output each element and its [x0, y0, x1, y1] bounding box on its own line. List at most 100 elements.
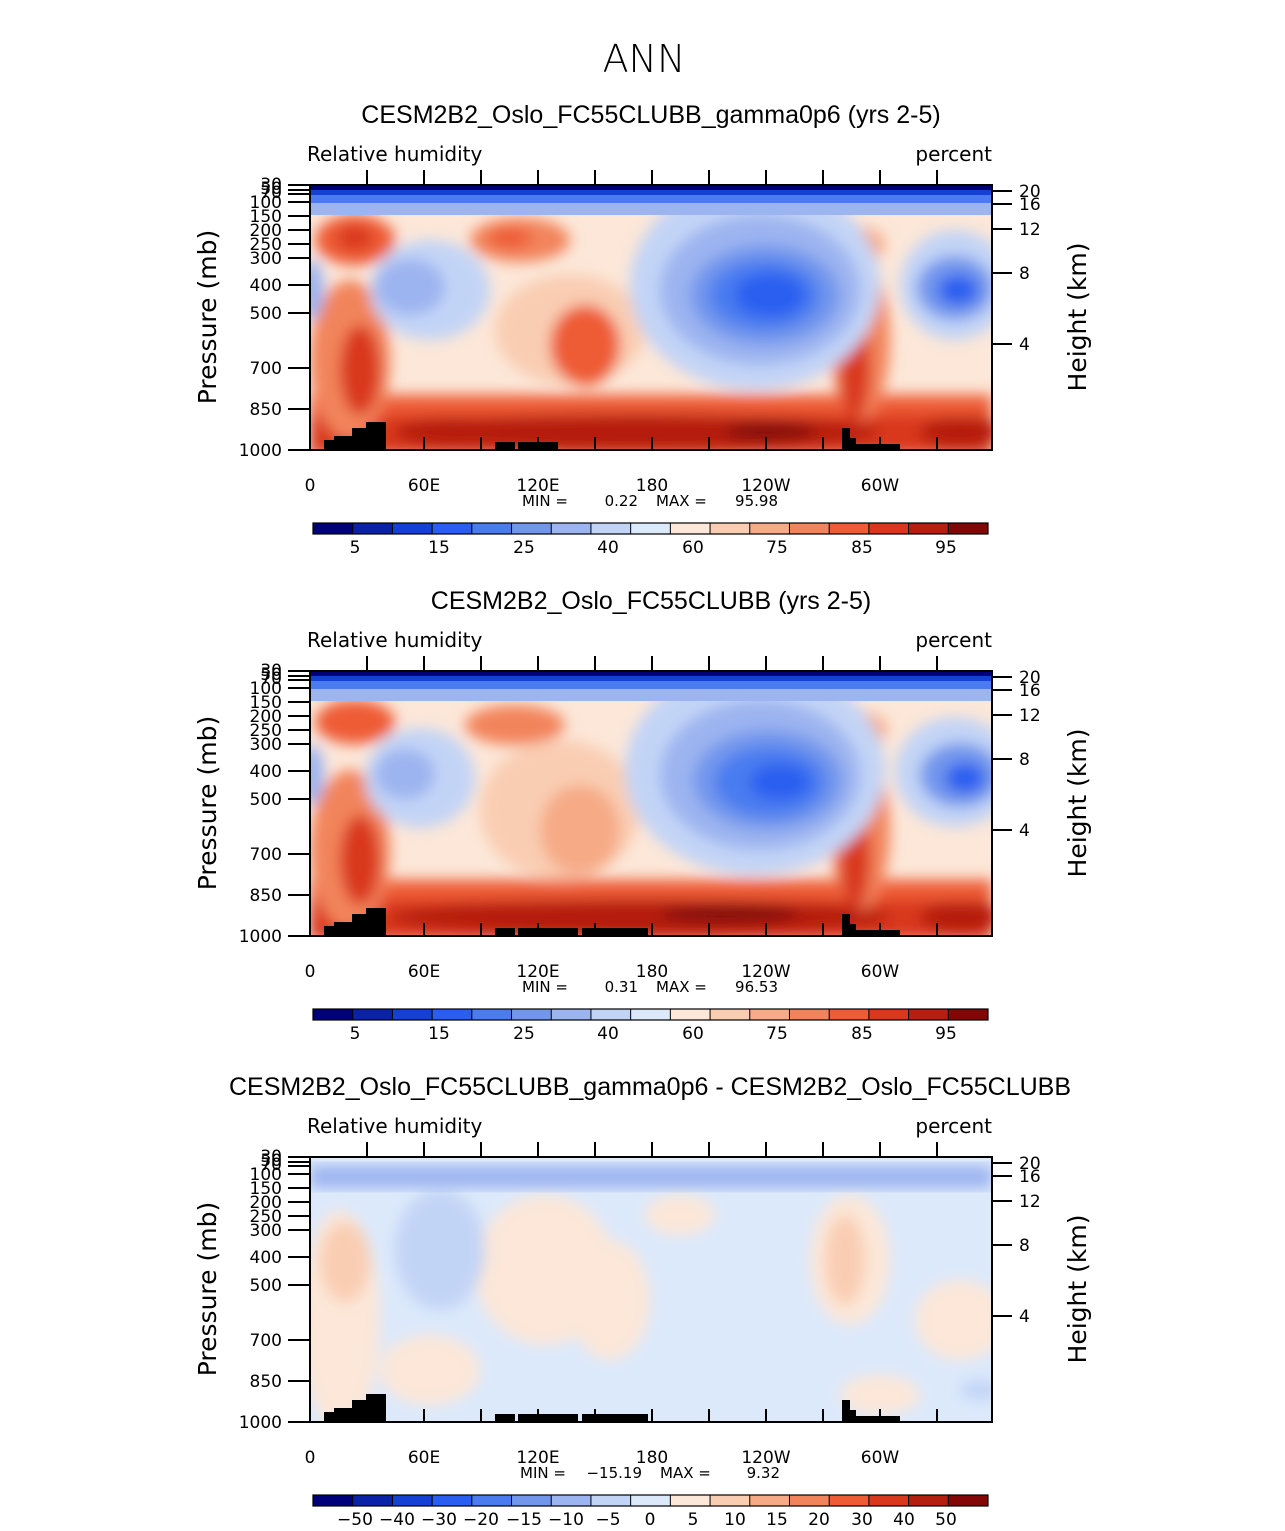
panel-1-right-tick-labels: 20 16 12 8 4 — [1019, 182, 1041, 355]
colorbar-frame — [312, 1008, 989, 1021]
panel-2-colorbar-label: 95 — [935, 1024, 957, 1044]
panel-2-y-tick: 300 — [250, 735, 282, 755]
colorbar-swatch — [829, 523, 870, 534]
colorbar-swatch — [352, 523, 393, 534]
panel-2-right-tick: 20 — [1019, 668, 1041, 688]
panel-1-y-tick: 200 — [250, 221, 282, 241]
panel-3-y-tick: 200 — [250, 1193, 282, 1213]
panel-3-y-tick: 1000 — [239, 1413, 282, 1433]
panel-1-colorbar-label: 15 — [428, 538, 450, 558]
panel-2-x-tick-marks — [366, 656, 938, 936]
panel-3-y-tick: 300 — [250, 1221, 282, 1241]
panel-3-colorbar-label: −30 — [421, 1510, 457, 1530]
panel-3-y-tick: 850 — [250, 1372, 282, 1392]
panel-2-title: CESM2B2_Oslo_FC55CLUBB (yrs 2-5) — [431, 587, 871, 615]
panel-3-colorbar-label: −10 — [548, 1510, 584, 1530]
panel-2-x-tick: 120W — [741, 962, 790, 982]
panel-3-colorbar-label: 0 — [645, 1510, 656, 1530]
panel-1-right-tick: 20 — [1019, 182, 1041, 202]
panel-2-colorbar-label: 25 — [513, 1024, 535, 1044]
panel-2-x-tick: 60E — [408, 962, 440, 982]
panel-1-y-tick-marks — [288, 184, 310, 451]
colorbar-swatch — [352, 1495, 393, 1506]
colorbar-swatch — [829, 1495, 870, 1506]
panel-3-colorbar-label: −15 — [506, 1510, 542, 1530]
colorbar-swatch — [710, 523, 751, 534]
colorbar-swatch — [670, 523, 711, 534]
panel-1-right-tick: 4 — [1019, 335, 1030, 355]
panel-2-field — [310, 671, 992, 936]
colorbar-swatch — [392, 1009, 433, 1020]
panel-2-ylabel-right: Height (km) — [1063, 729, 1092, 878]
colorbar-swatch — [551, 1009, 592, 1020]
panel-2-right-tick: 4 — [1019, 821, 1030, 841]
panel-2-max-label: MAX = — [656, 978, 707, 996]
colorbar-swatch — [313, 523, 354, 534]
panel-1-y-tick: 30 — [260, 175, 282, 195]
panel-3-x-tick: 60W — [861, 1448, 900, 1468]
panel-2-colorbar-label: 85 — [851, 1024, 873, 1044]
panel-3-title: CESM2B2_Oslo_FC55CLUBB_gamma0p6 - CESM2B… — [229, 1073, 1071, 1101]
panel-3-y-tick: 700 — [250, 1331, 282, 1351]
panel-3-colorbar-label: −5 — [595, 1510, 620, 1530]
colorbar-swatch — [868, 523, 910, 534]
panel-1-y-tick: 70 — [260, 183, 282, 203]
colorbar-swatch — [551, 523, 592, 534]
panel-1-colorbar-label: 60 — [682, 538, 704, 558]
panel-2-x-tick: 180 — [636, 962, 668, 982]
panel-1-colorbar — [312, 522, 989, 535]
panel-3-colorbar — [312, 1494, 989, 1507]
panel-1-y-tick: 250 — [250, 235, 282, 255]
colorbar-swatch — [432, 1009, 473, 1020]
panel-1-colorbar-label: 75 — [766, 538, 788, 558]
panel-2-x-tick: 120E — [516, 962, 559, 982]
colorbar-frame — [312, 1494, 989, 1507]
colorbar-swatch — [432, 1495, 473, 1506]
panel-1-title: CESM2B2_Oslo_FC55CLUBB_gamma0p6 (yrs 2-5… — [361, 101, 940, 129]
panel-2-variable: Relative humidity — [307, 628, 482, 652]
colorbar-swatch — [551, 1495, 592, 1506]
panel-3-x-tick: 120W — [741, 1448, 790, 1468]
colorbar-swatch — [352, 1009, 393, 1020]
panel-3-colorbar-label: 15 — [766, 1510, 788, 1530]
panel-1-field — [310, 185, 992, 450]
panel-1-x-tick: 120E — [516, 476, 559, 496]
panel-3-colorbar-label: 20 — [808, 1510, 830, 1530]
colorbar-swatch — [670, 1495, 711, 1506]
colorbar-swatch — [392, 523, 433, 534]
colorbar-swatch — [749, 1009, 790, 1020]
panel-2-x-tick: 0 — [305, 962, 316, 982]
colorbar-swatch — [710, 1495, 751, 1506]
colorbar-swatch — [471, 523, 513, 534]
panel-3-right-tick: 4 — [1019, 1307, 1030, 1327]
colorbar-swatch — [908, 1009, 949, 1020]
panel-3-colorbar-label: 40 — [893, 1510, 915, 1530]
panel-1-max-value: 95.98 — [735, 492, 778, 510]
panel-3-colorbar-label: 50 — [935, 1510, 957, 1530]
panel-1-colorbar-labels: 5 15 25 40 60 75 85 95 — [350, 538, 957, 558]
panel-1-y-tick: 400 — [250, 276, 282, 296]
panel-2-x-tick: 60W — [861, 962, 900, 982]
colorbar-swatch — [313, 1495, 354, 1506]
colorbar-swatch — [868, 1009, 910, 1020]
colorbar-swatch — [590, 1495, 632, 1506]
panel-1-right-tick: 12 — [1019, 220, 1041, 240]
panel-3-y-tick: 500 — [250, 1276, 282, 1296]
panel-1-max-label: MAX = — [656, 492, 707, 510]
colorbar-swatch — [710, 1009, 751, 1020]
panel-2-min-value: 0.31 — [605, 978, 638, 996]
panel-1-min-label: MIN = — [522, 492, 568, 510]
panel-3-y-tick: 100 — [250, 1165, 282, 1185]
panel-3-max-label: MAX = — [660, 1464, 711, 1482]
panel-1-variable: Relative humidity — [307, 142, 482, 166]
panel-2-y-tick: 400 — [250, 762, 282, 782]
colorbar-swatch — [511, 523, 552, 534]
colorbar-swatch — [471, 1495, 513, 1506]
panel-3-colorbar-label: −50 — [337, 1510, 373, 1530]
panel-3-ylabel-right: Height (km) — [1063, 1215, 1092, 1364]
panel-1-colorbar-label: 25 — [513, 538, 535, 558]
panel-2-y-tick: 250 — [250, 721, 282, 741]
panel-1-colorbar-label: 85 — [851, 538, 873, 558]
panel-1-ylabel-right: Height (km) — [1063, 243, 1092, 392]
